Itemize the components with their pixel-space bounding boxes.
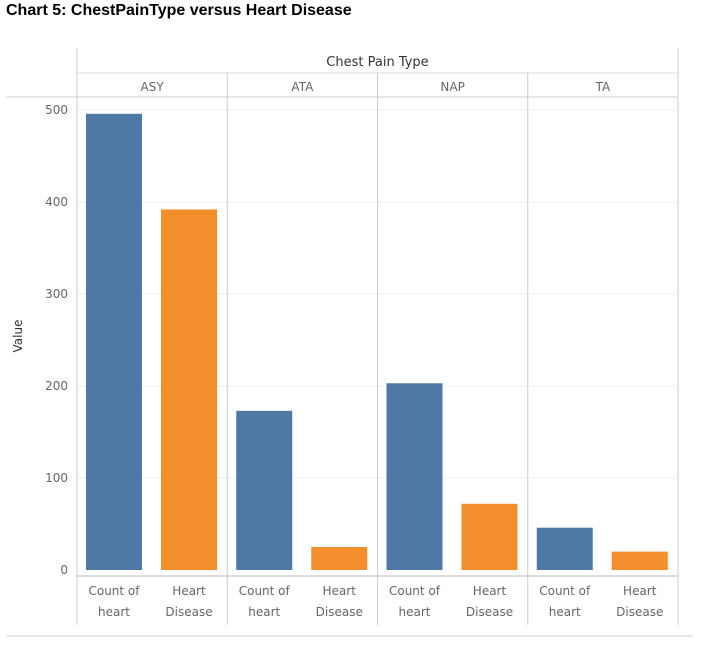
y-axis-title: Value [11,320,25,353]
group-label: ATA [291,80,314,94]
y-tick-label: 0 [60,563,68,577]
bar-ata-count-of-heart [236,410,293,570]
column-header-title: Chest Pain Type [326,55,428,70]
x-tick-label: heart [549,605,581,619]
y-tick-label: 100 [45,471,68,485]
x-tick-label: heart [399,605,431,619]
bar-asy-heart-disease [161,209,217,570]
x-tick-label: Count of [88,584,140,598]
x-tick-label: Disease [616,605,663,619]
y-tick-label: 500 [45,103,68,117]
x-tick-label: Heart [323,584,357,598]
x-tick-label: Heart [623,584,657,598]
group-label: TA [595,80,611,94]
bar-nap-heart-disease [461,503,518,570]
bar-asy-count-of-heart [86,113,142,570]
x-tick-label: heart [98,605,130,619]
bar-nap-count-of-heart [386,383,443,570]
x-tick-label: Heart [473,584,507,598]
group-label: ASY [141,80,165,94]
bar-ta-count-of-heart [536,527,593,570]
x-tick-label: Disease [165,605,212,619]
bar-ata-heart-disease [311,547,368,570]
x-tick-label: Disease [316,605,363,619]
bar-ta-heart-disease [611,551,668,570]
x-tick-label: Count of [539,584,591,598]
chart-caption: Chart 5: ChestPainType versus Heart Dise… [6,2,352,19]
y-tick-label: 200 [45,379,68,393]
y-tick-label: 400 [45,195,68,209]
x-tick-label: Disease [466,605,513,619]
x-tick-label: Count of [389,584,441,598]
x-tick-label: Heart [172,584,206,598]
x-tick-label: Count of [239,584,291,598]
x-tick-label: heart [248,605,280,619]
y-tick-label: 300 [45,287,68,301]
group-label: NAP [440,80,464,94]
